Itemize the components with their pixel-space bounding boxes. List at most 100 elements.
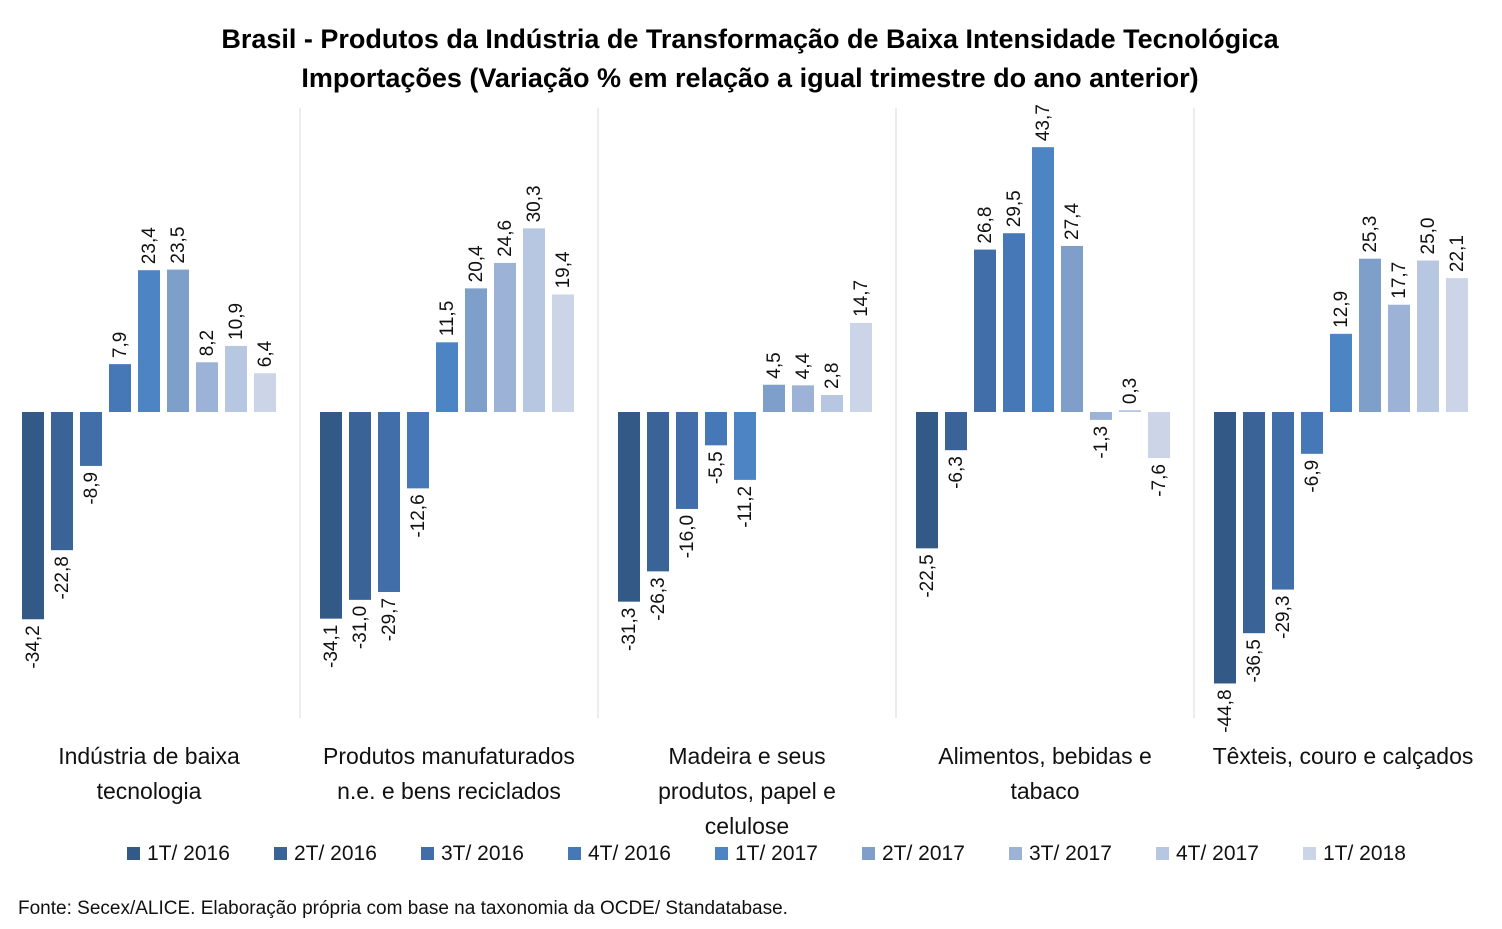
data-label: -34,2	[23, 625, 44, 668]
data-label: -36,5	[1244, 639, 1265, 682]
bar	[1301, 412, 1323, 454]
bar	[1272, 412, 1294, 590]
bar	[1119, 410, 1141, 412]
bar	[792, 385, 814, 412]
data-label: 26,8	[975, 207, 996, 244]
bar	[850, 322, 872, 412]
legend-swatch	[274, 847, 287, 860]
category-label: Alimentos, bebidas e tabaco	[938, 743, 1152, 804]
category-label: Indústria de baixa tecnologia	[58, 743, 240, 804]
legend-swatch	[421, 847, 434, 860]
legend-label: 4T/ 2017	[1176, 842, 1259, 865]
bar	[378, 412, 400, 592]
bar	[407, 412, 429, 489]
bar	[196, 362, 218, 412]
data-label: 25,0	[1418, 218, 1439, 255]
data-label: 2,8	[822, 363, 843, 389]
data-label: -6,3	[946, 456, 967, 489]
data-label: -26,3	[648, 577, 669, 620]
bars	[22, 147, 1468, 684]
data-label: 30,3	[524, 185, 545, 222]
data-label: 0,3	[1120, 378, 1141, 404]
data-label: 8,2	[197, 330, 218, 356]
bar	[763, 384, 785, 412]
bar	[1090, 412, 1112, 420]
data-label: 43,7	[1033, 104, 1054, 141]
data-label: -7,6	[1149, 464, 1170, 497]
bar	[705, 412, 727, 446]
data-label: -1,3	[1091, 426, 1112, 459]
data-label: 25,3	[1360, 216, 1381, 253]
data-label: 22,1	[1447, 235, 1468, 272]
bar	[465, 288, 487, 412]
legend-swatch	[1303, 847, 1316, 860]
data-labels: -34,2 -22,8 -8,9 7,9 23,4 23,5 8,2 10,9 6,4 -34,1…	[23, 104, 1468, 733]
legend: 1T/ 2016 2T/ 2016 3T/ 2016 4T/ 2016 1T/ 2017…	[127, 842, 1406, 865]
legend-label: 3T/ 2016	[441, 842, 524, 865]
data-label: 11,5	[437, 301, 458, 337]
legend-label: 1T/ 2017	[735, 842, 818, 865]
bar	[1388, 304, 1410, 412]
bar	[51, 412, 73, 551]
data-label: 4,5	[764, 352, 785, 378]
bar	[254, 373, 276, 412]
legend-swatch	[1156, 847, 1169, 860]
data-label: -16,0	[677, 515, 698, 558]
data-label: -29,3	[1273, 596, 1294, 639]
data-label: -6,9	[1302, 460, 1323, 493]
bar	[1417, 260, 1439, 412]
bar	[1359, 258, 1381, 412]
category-label: Têxteis, couro e calçados	[1213, 743, 1474, 769]
bar	[349, 412, 371, 600]
bar	[494, 262, 516, 412]
bar	[109, 364, 131, 412]
data-label: 19,4	[553, 251, 574, 288]
bar	[734, 412, 756, 480]
bar	[1330, 333, 1352, 412]
legend-label: 1T/ 2018	[1323, 842, 1406, 865]
legend-swatch	[568, 847, 581, 860]
bar	[1003, 233, 1025, 412]
bar	[138, 270, 160, 412]
data-label: 24,6	[495, 220, 516, 257]
data-label: -29,7	[379, 598, 400, 641]
data-label: -11,2	[735, 486, 756, 528]
chart-title: Brasil - Produtos da Indústria de Transf…	[221, 24, 1279, 54]
data-label: 17,7	[1389, 262, 1410, 299]
bar	[225, 345, 247, 412]
data-label: 29,5	[1004, 190, 1025, 227]
chart-subtitle: Importações (Variação % em relação a igu…	[301, 63, 1198, 93]
bar	[1243, 412, 1265, 634]
data-label: -34,1	[321, 625, 342, 668]
data-label: -22,8	[52, 556, 73, 599]
data-label: 23,5	[168, 227, 189, 264]
legend-swatch	[127, 847, 140, 860]
group-separators	[299, 108, 1195, 718]
bar	[167, 269, 189, 412]
data-label: 14,7	[851, 280, 872, 317]
bar	[676, 412, 698, 509]
data-label: 12,9	[1331, 291, 1352, 328]
source-note: Fonte: Secex/ALICE. Elaboração própria c…	[18, 898, 788, 919]
category-label: Madeira e seus produtos, papel e celulose	[658, 743, 836, 839]
bar	[916, 412, 938, 549]
data-label: -22,5	[917, 554, 938, 597]
legend-swatch	[862, 847, 875, 860]
bar	[1446, 278, 1468, 412]
bar	[1032, 147, 1054, 413]
data-label: 4,4	[793, 352, 814, 379]
data-label: -12,6	[408, 494, 429, 537]
data-label: -31,0	[350, 606, 371, 649]
data-label: 23,4	[139, 227, 160, 264]
bar	[945, 412, 967, 451]
data-label: 6,4	[255, 340, 276, 367]
legend-label: 1T/ 2016	[147, 842, 230, 865]
data-label: 10,9	[226, 303, 247, 340]
bar	[320, 412, 342, 619]
bar	[974, 249, 996, 412]
legend-label: 2T/ 2016	[294, 842, 377, 865]
legend-label: 4T/ 2016	[588, 842, 671, 865]
data-label: -44,8	[1215, 689, 1236, 732]
bar	[1061, 245, 1083, 412]
